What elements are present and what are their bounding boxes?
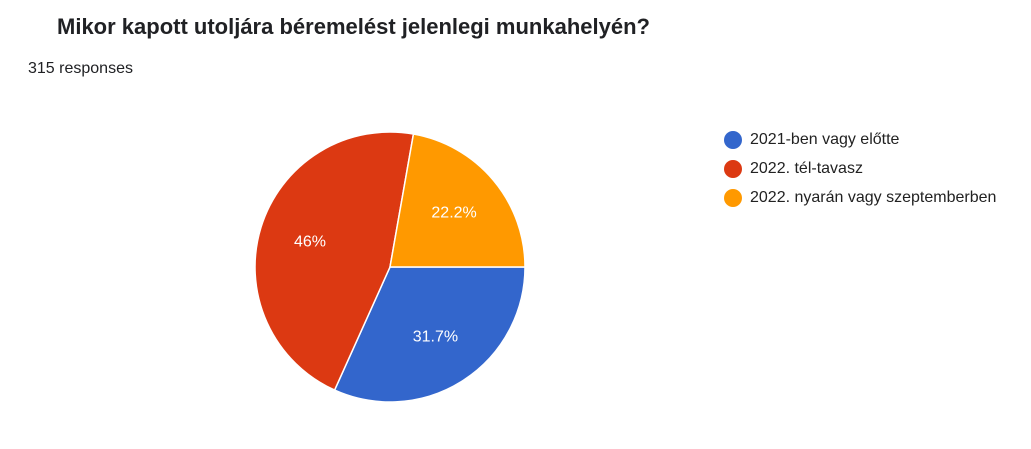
legend-item-1[interactable]: 2021-ben vagy előtte — [724, 129, 996, 150]
legend-label: 2021-ben vagy előtte — [750, 130, 900, 148]
pie-slice-2[interactable] — [254, 131, 415, 392]
chart-title: Mikor kapott utoljára béremelést jelenle… — [57, 14, 650, 39]
legend-label: 2022. tél-tavasz — [750, 159, 863, 177]
pie-chart: 31.7% 46% 22.2% — [254, 131, 526, 403]
pie-slice-1[interactable] — [333, 266, 526, 403]
pie-slice-3[interactable] — [389, 133, 526, 268]
response-count: 315 responses — [28, 60, 133, 77]
pie-slice-label-3: 22.2% — [431, 204, 476, 221]
legend-swatch-icon — [724, 130, 742, 149]
pie-slice-label-2: 46% — [294, 234, 326, 251]
legend-item-3[interactable]: 2022. nyarán vagy szeptemberben — [724, 187, 996, 208]
legend-item-2[interactable]: 2022. tél-tavasz — [724, 158, 996, 179]
legend-swatch-icon — [724, 159, 742, 178]
legend-swatch-icon — [724, 188, 742, 207]
legend-label: 2022. nyarán vagy szeptemberben — [750, 188, 997, 206]
pie-slice-label-1: 31.7% — [413, 329, 458, 346]
chart-legend: 2021-ben vagy előtte 2022. tél-tavasz 2022… — [724, 129, 996, 216]
